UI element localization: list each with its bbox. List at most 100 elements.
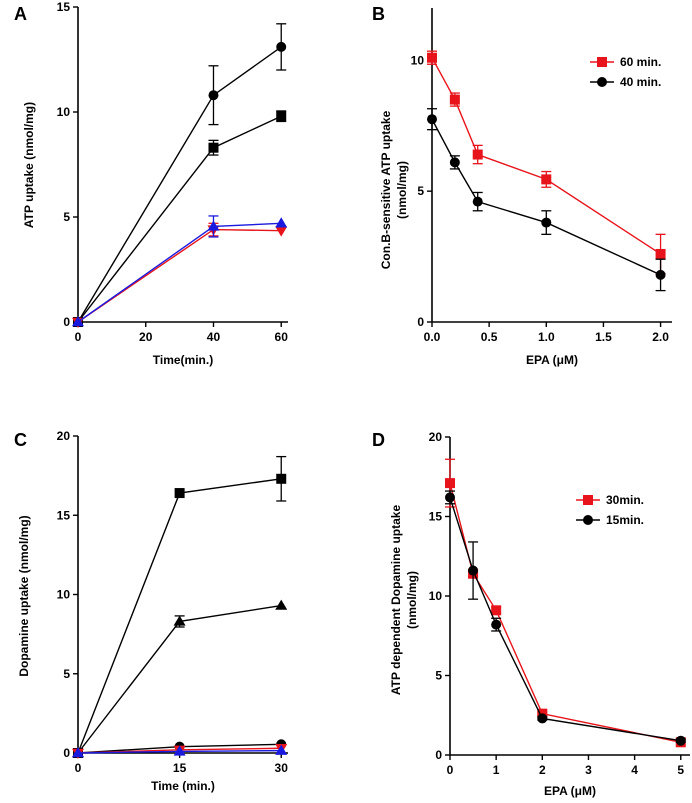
data-point — [675, 735, 686, 746]
panel-letter: B — [372, 4, 385, 24]
data-point — [174, 488, 185, 499]
panel-b: B 0 5 10 0.0 0.5 1.0 1.5 2.0 EPA (μM) Con.B-sensit… — [372, 4, 672, 367]
series-square — [73, 455, 287, 758]
x-tick-label: 0 — [447, 763, 454, 777]
y-axis-label: Con.B-sensitive ATP uptake (nmol/mg) — [379, 110, 409, 269]
y-axis-label-line: (nmol/mg) — [395, 161, 409, 219]
y-tick-label: 5 — [63, 210, 70, 224]
legend-label: 30min. — [606, 493, 644, 507]
data-point — [472, 196, 483, 207]
data-point — [173, 745, 186, 756]
data-point — [276, 41, 287, 52]
y-axis-label: ATP uptake (nmol/mg) — [22, 102, 36, 228]
panel-a: A 0 5 10 15 0 20 40 60 Time(min.) ATP uptake (nmol… — [14, 0, 288, 367]
y-tick-label: 0 — [435, 748, 442, 762]
data-point — [276, 111, 287, 122]
legend: 60 min. 40 min. — [590, 55, 661, 89]
data-point — [537, 713, 548, 724]
x-tick-label: 30 — [275, 761, 289, 775]
series-line — [77, 46, 282, 323]
data-point — [491, 605, 502, 616]
panel-letter: D — [372, 430, 385, 450]
y-tick-label: 20 — [429, 430, 443, 444]
x-tick-label: 1 — [493, 763, 500, 777]
y-tick-label: 10 — [411, 53, 425, 67]
legend-marker — [583, 515, 593, 525]
data-point — [208, 142, 219, 153]
data-point — [655, 248, 666, 259]
x-tick-label: 20 — [139, 330, 153, 344]
x-tick-label: 1.0 — [538, 330, 555, 344]
y-tick-label: 15 — [429, 510, 443, 524]
data-point — [427, 114, 437, 125]
x-tick-label: 0.5 — [481, 330, 498, 344]
x-tick-label: 0.0 — [424, 330, 441, 344]
data-point — [449, 157, 460, 168]
legend-label: 60 min. — [620, 55, 661, 69]
y-axis-label: Dopamine uptake (nmol/mg) — [17, 515, 31, 676]
legend: 30min. 15min. — [576, 493, 644, 527]
y-tick-label: 15 — [57, 0, 71, 14]
data-point — [276, 473, 287, 484]
data-point — [468, 565, 479, 576]
series-30min- — [445, 458, 686, 748]
x-tick-label: 5 — [677, 763, 684, 777]
data-point — [655, 269, 666, 280]
series-line — [431, 118, 661, 276]
data-point — [541, 217, 552, 228]
series-triangle-down — [72, 222, 288, 328]
series-40-min- — [427, 108, 666, 292]
y-tick-label: 15 — [57, 508, 71, 522]
y-axis-label: ATP dependent Dopamine uptake (nmol/mg) — [389, 505, 419, 696]
series-circle — [73, 23, 287, 327]
data-point — [208, 90, 219, 101]
x-axis-label: EPA (μM) — [544, 784, 596, 798]
data-point — [275, 217, 288, 228]
data-point — [427, 52, 437, 63]
data-point — [541, 174, 552, 185]
data-point — [449, 94, 460, 105]
legend-marker — [583, 495, 593, 505]
data-point — [445, 492, 455, 503]
x-tick-label: 3 — [585, 763, 592, 777]
y-tick-label: 10 — [57, 588, 71, 602]
y-tick-label: 0 — [63, 315, 70, 329]
data-point — [275, 599, 288, 610]
y-axis-label-line: Con.B-sensitive ATP uptake — [379, 110, 393, 269]
panel-letter: A — [14, 4, 27, 24]
x-tick-label: 40 — [207, 330, 221, 344]
legend-marker — [597, 77, 607, 87]
y-tick-label: 5 — [417, 184, 424, 198]
x-tick-label: 0 — [75, 330, 82, 344]
x-tick-label: 2 — [539, 763, 546, 777]
panel-c: C 0 5 10 15 20 0 15 30 Time (min.) Dopamine uptake… — [14, 429, 288, 793]
series-line — [449, 482, 681, 743]
series-line — [77, 604, 282, 754]
y-tick-label: 5 — [63, 667, 70, 681]
legend-label: 40 min. — [620, 75, 661, 89]
x-tick-label: 15 — [173, 761, 187, 775]
series-line — [77, 228, 282, 323]
y-tick-label: 20 — [57, 429, 71, 443]
series-blue — [72, 744, 288, 758]
data-point — [491, 619, 502, 630]
series-line — [77, 222, 282, 323]
data-point — [275, 744, 288, 755]
y-tick-label: 0 — [63, 746, 70, 760]
legend-label: 15min. — [606, 513, 644, 527]
x-tick-label: 1.5 — [595, 330, 612, 344]
data-point — [72, 316, 84, 327]
x-tick-label: 0 — [75, 761, 82, 775]
x-axis-label: EPA (μM) — [526, 353, 578, 367]
series-square — [73, 110, 287, 327]
x-axis-label: Time (min.) — [151, 779, 215, 793]
y-tick-label: 0 — [417, 315, 424, 329]
y-axis-label-line: (nmol/mg) — [405, 571, 419, 629]
x-tick-label: 2.0 — [652, 330, 669, 344]
x-tick-label: 4 — [631, 763, 638, 777]
data-point — [173, 615, 186, 626]
data-point — [445, 478, 455, 489]
panel-letter: C — [14, 430, 27, 450]
data-point — [207, 220, 220, 231]
